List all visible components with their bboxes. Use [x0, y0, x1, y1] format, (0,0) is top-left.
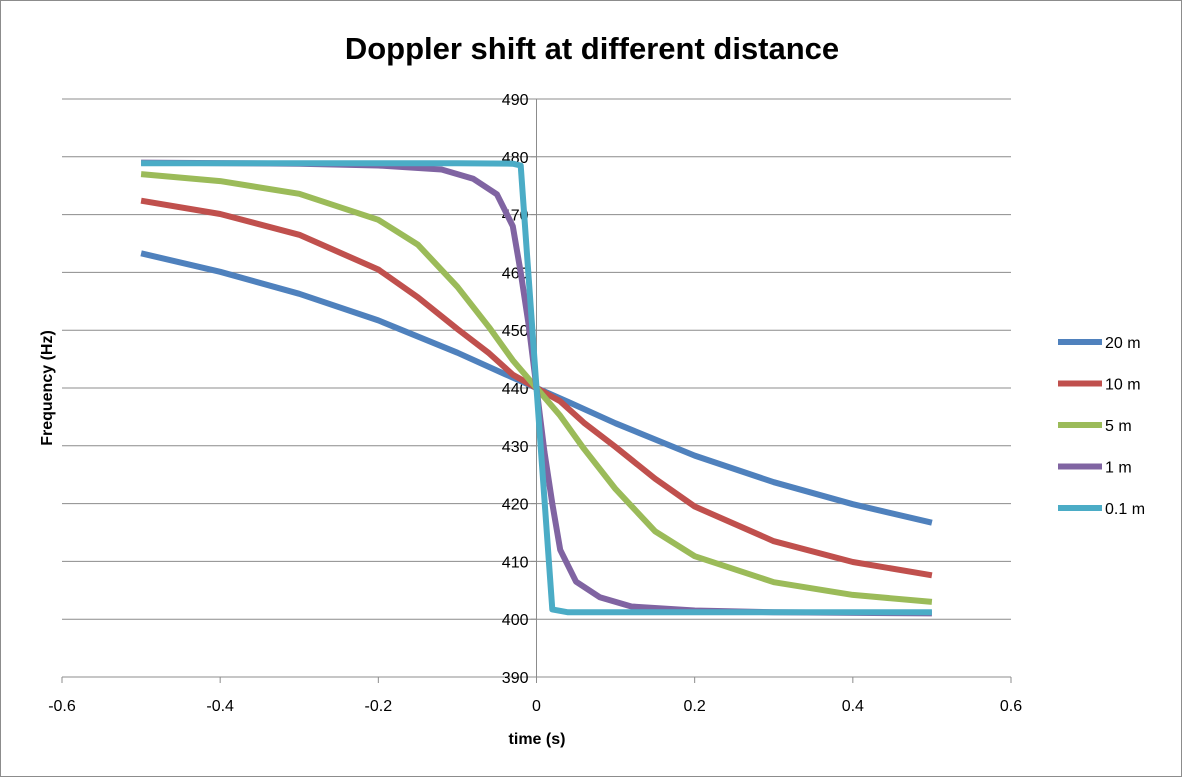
x-tick-label: -0.6: [48, 698, 76, 715]
legend-label: 0.1 m: [1105, 501, 1145, 518]
legend-label: 20 m: [1105, 335, 1141, 352]
chart-title: Doppler shift at different distance: [345, 31, 839, 66]
y-tick-label: 410: [502, 554, 529, 571]
y-tick-label: 430: [502, 439, 529, 456]
y-tick-label: 450: [502, 323, 529, 340]
x-tick-label: -0.4: [206, 698, 234, 715]
x-tick-label: 0.4: [842, 698, 864, 715]
legend-label: 5 m: [1105, 418, 1132, 435]
y-tick-label: 400: [502, 612, 529, 629]
y-tick-label: 420: [502, 497, 529, 514]
x-axis-title: time (s): [509, 731, 566, 748]
x-tick-labels: -0.6 -0.4 -0.2 0 0.2 0.4 0.6: [48, 698, 1022, 715]
x-tick-label: 0.2: [684, 698, 706, 715]
y-tick-label: 490: [502, 92, 529, 109]
series-line-0-1-m: [141, 160, 932, 616]
y-tick-label: 390: [502, 670, 529, 687]
legend: 20 m 10 m 5 m 1 m 0.1 m: [1058, 335, 1145, 518]
y-axis-title: Frequency (Hz): [39, 330, 56, 446]
x-tick-label: -0.2: [365, 698, 393, 715]
y-tick-label: 440: [502, 381, 529, 398]
x-tick-label: 0: [532, 698, 541, 715]
series-lines: [140, 159, 933, 617]
x-tick-label: 0.6: [1000, 698, 1022, 715]
legend-label: 1 m: [1105, 460, 1132, 477]
legend-label: 10 m: [1105, 377, 1141, 394]
